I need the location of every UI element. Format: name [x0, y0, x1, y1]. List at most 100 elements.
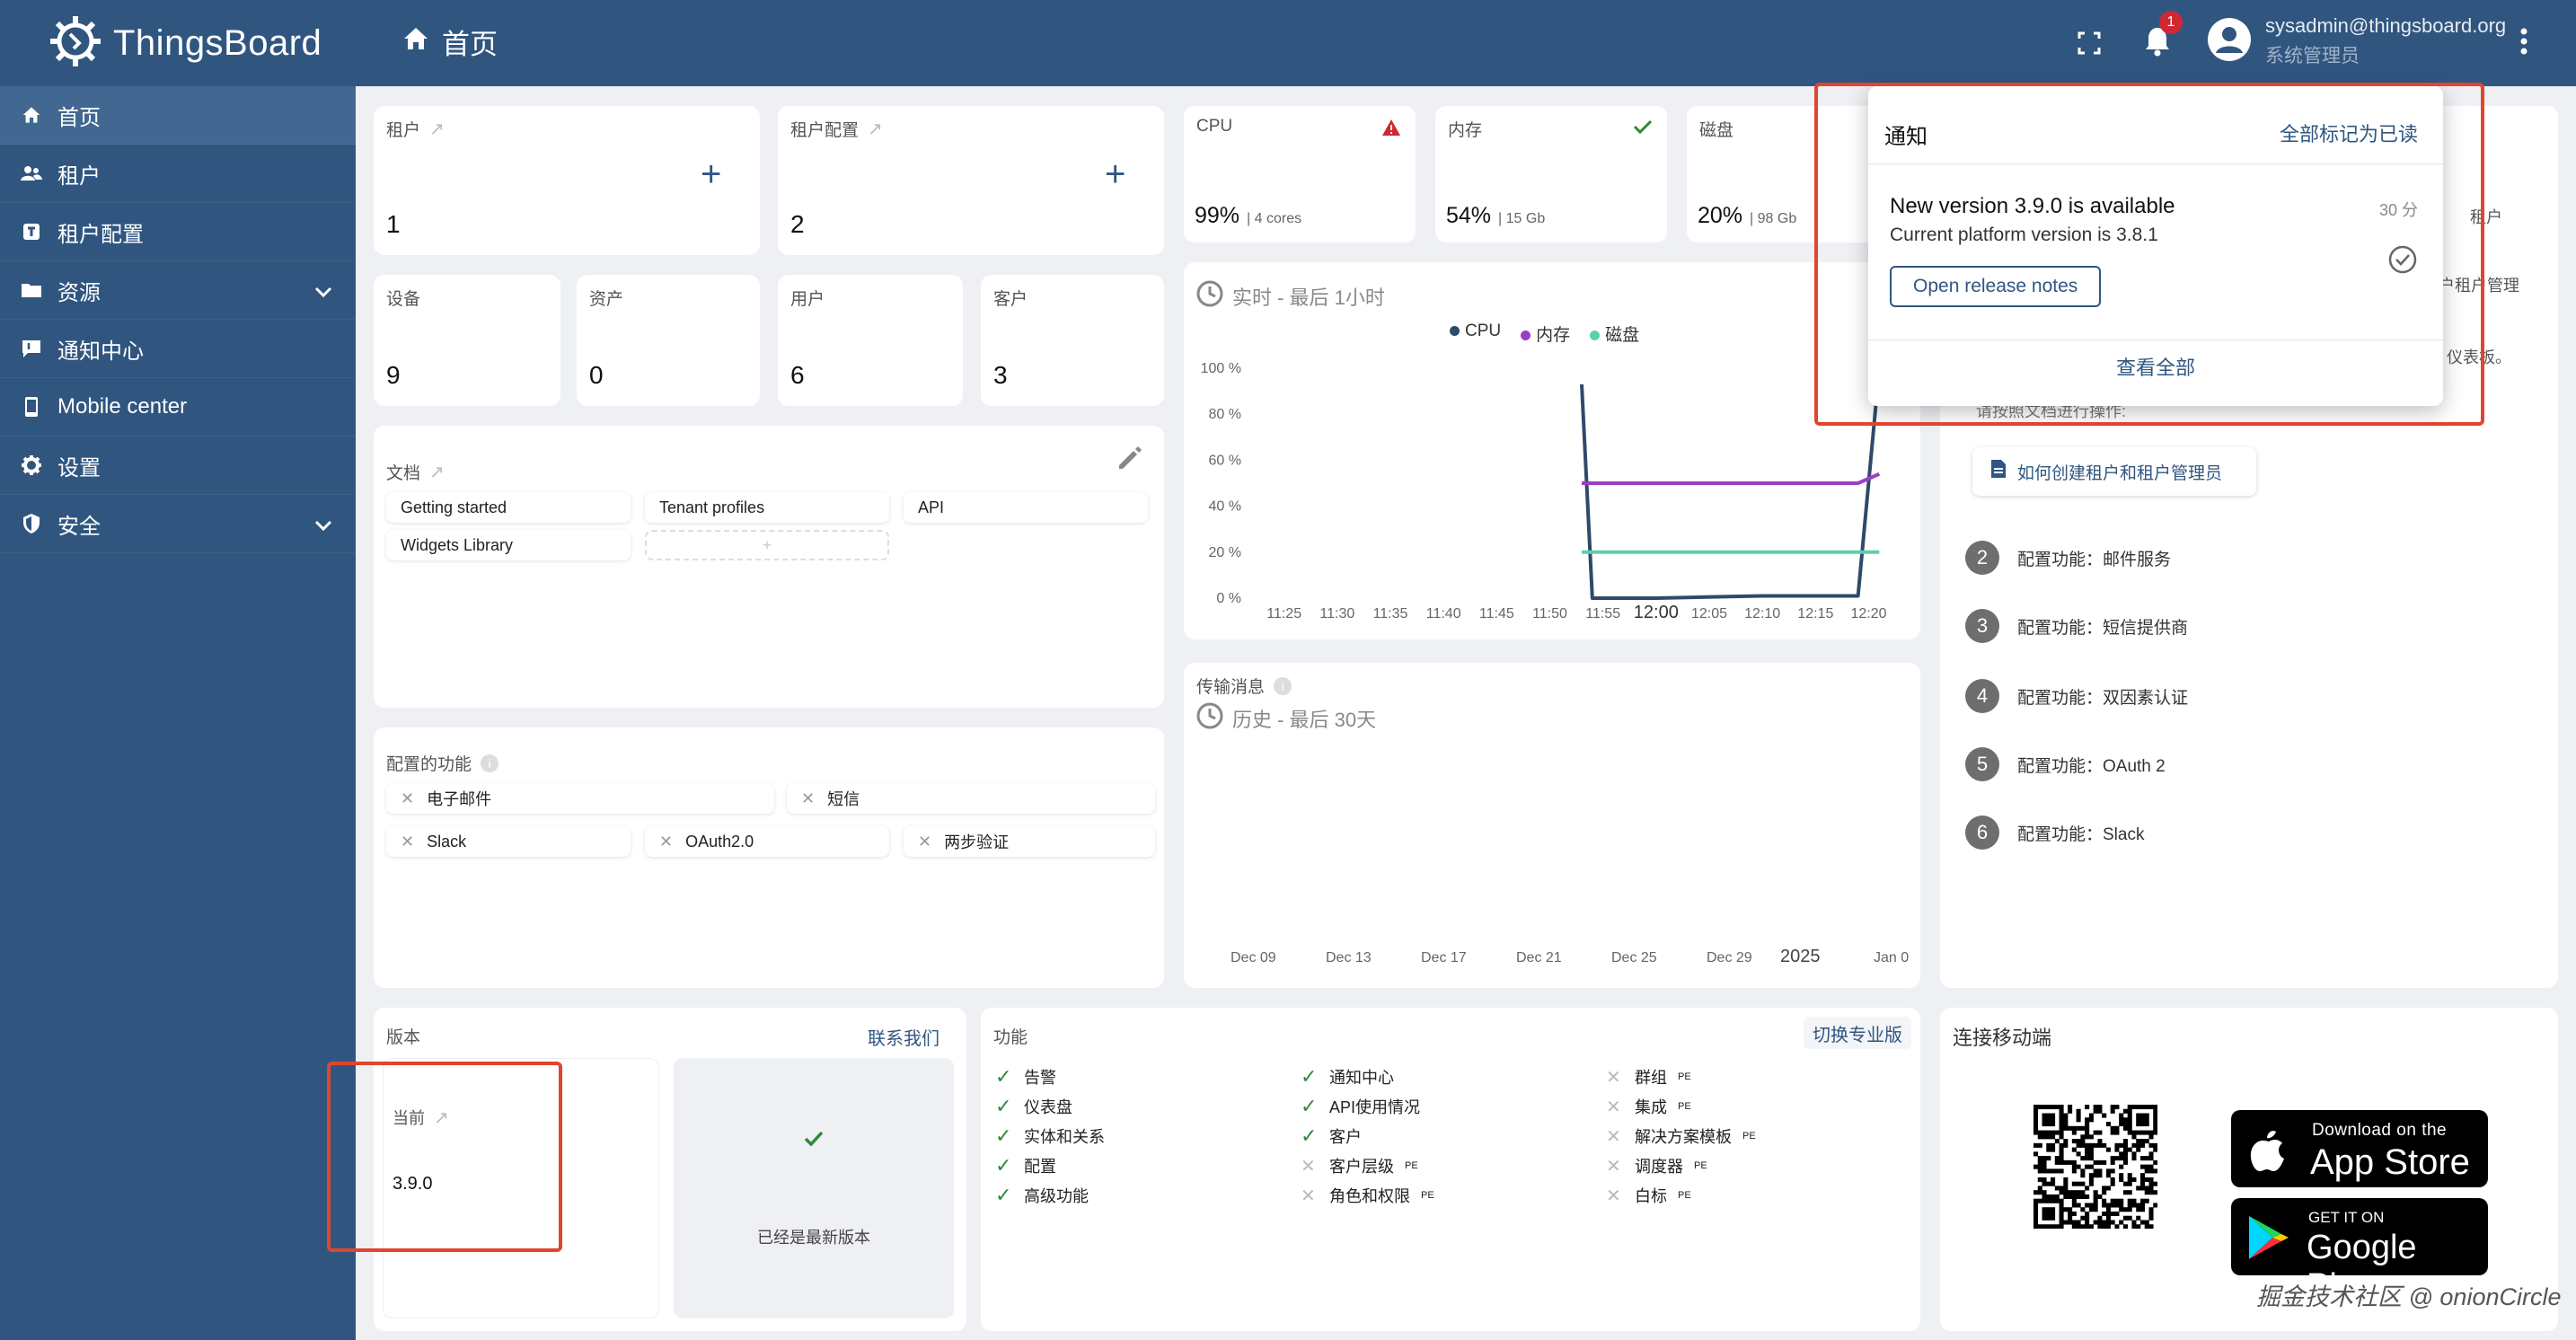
open-release-notes-button[interactable]: Open release notes [1890, 266, 2102, 307]
card-title: 文档 ↗ [386, 463, 445, 483]
series-line-cpu[interactable] [1580, 367, 1882, 600]
check-icon: ✓ [995, 1154, 1012, 1177]
card-title: 连接移动端 [1953, 1027, 2052, 1049]
feature-item: ✕ 群组 PE [1606, 1065, 1691, 1089]
divider [1868, 339, 2443, 340]
check-icon: ✓ [1301, 1095, 1318, 1117]
assets-card[interactable]: 资产 0 [577, 275, 760, 406]
info-icon[interactable]: i [481, 754, 499, 772]
guide-step[interactable]: 2 配置功能：邮件服务 [1965, 541, 2171, 575]
current-version-value: 3.9.0 [393, 1174, 433, 1194]
sidebar-item-label: 设置 [57, 455, 101, 480]
devices-card[interactable]: 设备 9 [374, 275, 560, 406]
feature-label: API使用情况 [1329, 1098, 1421, 1116]
sidebar-item-resources[interactable]: 资源 [0, 261, 356, 320]
legend-item[interactable]: 内存 [1521, 322, 1570, 346]
edit-pencil-icon[interactable] [1116, 445, 1142, 477]
add-tenant-button[interactable]: + [701, 154, 722, 194]
memory-card: 内存 54% | 15 Gb [1435, 106, 1667, 242]
series-line-memory[interactable] [1582, 472, 1881, 485]
doc-link-widgets-library[interactable]: Widgets Library [386, 530, 631, 560]
close-icon: ✕ [1606, 1126, 1621, 1147]
app-store-top-text: Download on the [2312, 1121, 2448, 1140]
notification-item-title[interactable]: New version 3.9.0 is available [1890, 194, 2175, 218]
feature-label: 客户 [1329, 1128, 1362, 1146]
doc-link-api[interactable]: API [904, 492, 1148, 523]
info-icon[interactable]: i [1274, 676, 1292, 695]
add-doc-link-button[interactable]: + [645, 530, 889, 560]
watermark: 掘金技术社区 @ onionCircle [2256, 1283, 2562, 1310]
app-store-button[interactable]: Download on the App Store [2231, 1110, 2488, 1187]
x-tick-label: 11:25 [1266, 606, 1301, 622]
configured-features-card: 配置的功能 i ✕ 电子邮件 ✕ 短信 ✕ Slack ✕ OAuth2.0 ✕ 两步验证 [374, 727, 1164, 988]
fullscreen-icon[interactable] [2071, 25, 2107, 61]
feature-chip[interactable]: ✕ 电子邮件 [386, 783, 774, 814]
close-icon[interactable]: ✕ [659, 832, 674, 851]
notification-item-desc: Current platform version is 3.8.1 [1890, 225, 2158, 245]
sidebar-item-tenant-profiles[interactable]: 租户配置 [0, 203, 356, 261]
close-icon[interactable]: ✕ [918, 832, 932, 851]
users-card[interactable]: 用户 6 [778, 275, 963, 406]
sidebar-item-settings[interactable]: 设置 [0, 436, 356, 495]
add-tenant-profile-button[interactable]: + [1105, 154, 1126, 194]
check-icon [1633, 119, 1653, 139]
close-icon[interactable]: ✕ [401, 789, 415, 807]
notification-popup: 通知 全部标记为已读 New version 3.9.0 is availabl… [1868, 86, 2443, 406]
close-icon: ✕ [1301, 1156, 1316, 1177]
feature-chip[interactable]: ✕ Slack [386, 826, 631, 857]
open-link-arrow-icon: ↗ [868, 119, 883, 139]
guide-step[interactable]: 6 配置功能：Slack [1965, 815, 2144, 850]
doc-link-tenant-profiles[interactable]: Tenant profiles [645, 492, 889, 523]
x-tick-label: Jan 0 [1874, 950, 1910, 965]
mark-all-read-button[interactable]: 全部标记为已读 [2279, 123, 2418, 145]
view-all-button[interactable]: 查看全部 [2115, 357, 2195, 379]
tenants-card[interactable]: 租户 ↗ + 1 [374, 106, 760, 255]
doc-link-getting-started[interactable]: Getting started [386, 492, 631, 523]
x-tick-label: Dec 13 [1326, 950, 1372, 965]
more-menu-icon[interactable] [2515, 23, 2533, 59]
close-icon: ✕ [1606, 1156, 1621, 1177]
legend-item[interactable]: 磁盘 [1590, 322, 1639, 346]
close-icon[interactable]: ✕ [801, 789, 816, 807]
feature-chip[interactable]: ✕ 两步验证 [904, 826, 1155, 857]
feature-label: 群组 [1635, 1069, 1667, 1087]
tenant-profiles-card[interactable]: 租户配置 ↗ + 2 [778, 106, 1164, 255]
realtime-chart: 100 % 80 % 60 % 40 % 20 % 0 % 11:25 11:30 11:35 1… [1201, 361, 1887, 622]
current-version-panel[interactable]: 当前 ↗ 3.9.0 [383, 1058, 659, 1318]
sidebar-item-mobile-center[interactable]: Mobile center [0, 378, 356, 436]
customers-card[interactable]: 客户 3 [981, 275, 1164, 406]
create-tenant-guide-button[interactable]: 如何创建租户和租户管理员 [1972, 447, 2256, 496]
chart-time-label[interactable]: 实时 - 最后 1小时 [1196, 280, 1385, 313]
users-count: 6 [790, 361, 805, 389]
feature-label: 角色和权限 [1329, 1187, 1410, 1205]
guide-step[interactable]: 3 配置功能：短信提供商 [1965, 609, 2188, 643]
feature-chip[interactable]: ✕ OAuth2.0 [645, 826, 889, 857]
notifications-bell-icon[interactable] [2138, 22, 2177, 61]
x-tick-label: 12:05 [1691, 606, 1727, 622]
feature-chip[interactable]: ✕ 短信 [787, 783, 1155, 814]
close-icon: ✕ [1606, 1067, 1621, 1088]
legend-item[interactable]: CPU [1450, 322, 1501, 346]
open-link-arrow-icon[interactable]: ↗ [429, 463, 445, 482]
logo[interactable]: ThingsBoard [47, 13, 322, 75]
top-bar: ThingsBoard 首页 1 sysadmin@thingsboard.or… [0, 0, 2576, 86]
check-icon: ✓ [995, 1184, 1012, 1206]
sidebar-item-security[interactable]: 安全 [0, 495, 356, 553]
google-play-button[interactable]: GET IT ON Google Play [2231, 1198, 2488, 1305]
close-icon[interactable]: ✕ [401, 832, 415, 851]
guide-step[interactable]: 4 配置功能：双因素认证 [1965, 679, 2188, 713]
guide-step[interactable]: 5 配置功能：OAuth 2 [1965, 747, 2166, 781]
mark-read-check-icon[interactable] [2387, 244, 2418, 279]
memory-usage: 54% | 15 Gb [1446, 203, 1546, 228]
contact-us-link[interactable]: 联系我们 [868, 1029, 940, 1049]
breadcrumb[interactable]: 首页 [402, 22, 498, 62]
sidebar-item-notification-center[interactable]: 通知中心 [0, 320, 356, 378]
user-avatar-icon[interactable] [2206, 16, 2253, 63]
switch-to-pro-button[interactable]: 切换专业版 [1804, 1017, 1911, 1049]
sidebar-item-home[interactable]: 首页 [0, 86, 356, 145]
tenant-profiles-count: 2 [790, 210, 805, 238]
sidebar-item-tenants[interactable]: 租户 [0, 145, 356, 203]
user-email[interactable]: sysadmin@thingsboard.org [2265, 14, 2507, 37]
chart-time-label[interactable]: 历史 - 最后 30天 [1196, 702, 1376, 735]
instructions-text: 请按照文档进行操作: [1976, 402, 2127, 420]
